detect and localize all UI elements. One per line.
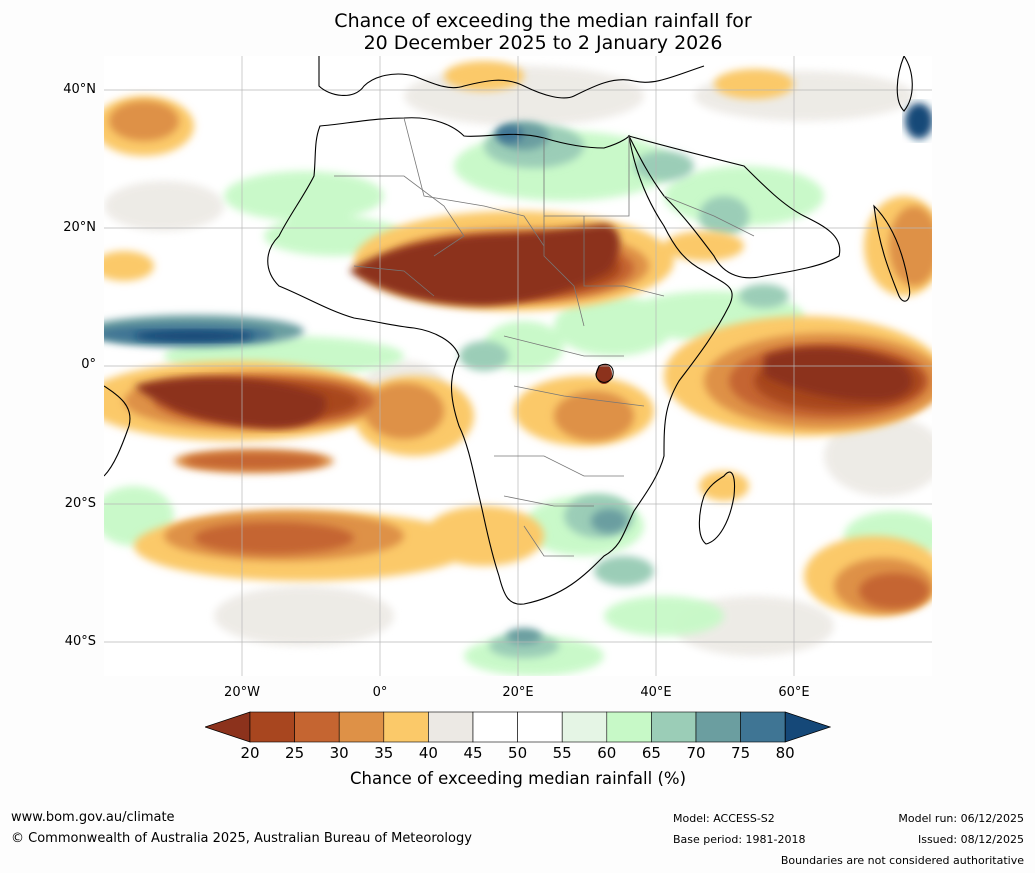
map-title-line-1: Chance of exceeding the median rainfall … bbox=[334, 10, 752, 32]
lon-label-20e: 20°E bbox=[502, 685, 534, 700]
colorbar-tick-55: 55 bbox=[552, 744, 572, 762]
colorbar bbox=[205, 711, 831, 743]
colorbar-bin-55-60 bbox=[561, 711, 608, 743]
colorbar-bin-45-50 bbox=[472, 711, 518, 743]
anomaly-field bbox=[104, 61, 932, 676]
colorbar-tick-40: 40 bbox=[418, 744, 438, 762]
colorbar-tick-70: 70 bbox=[686, 744, 706, 762]
colorbar-bin-70-75 bbox=[695, 711, 741, 743]
copyright-text: © Commonwealth of Australia 2025, Austra… bbox=[11, 831, 472, 846]
colorbar-tick-45: 45 bbox=[463, 744, 483, 762]
colorbar-bin-60-65 bbox=[606, 711, 652, 743]
lat-label-40s: 40°S bbox=[64, 634, 96, 649]
model-name: Model: ACCESS-S2 bbox=[673, 812, 775, 825]
colorbar-tick-35: 35 bbox=[374, 744, 394, 762]
lat-label-20s: 20°S bbox=[64, 496, 96, 511]
colorbar-tick-25: 25 bbox=[285, 744, 305, 762]
colorbar-tick-20: 20 bbox=[240, 744, 260, 762]
map-title-line-2: 20 December 2025 to 2 January 2026 bbox=[363, 32, 723, 54]
colorbar-bin-20-25 bbox=[249, 711, 295, 743]
lon-label-40e: 40°E bbox=[640, 685, 672, 700]
colorbar-bin-40-45 bbox=[428, 711, 474, 743]
coastlines bbox=[104, 56, 913, 605]
colorbar-bin-50-55 bbox=[517, 711, 563, 743]
colorbar-title: Chance of exceeding median rainfall (%) bbox=[349, 769, 687, 788]
model-run-date: Model run: 06/12/2025 bbox=[898, 812, 1024, 825]
colorbar-tick-30: 30 bbox=[329, 744, 349, 762]
colorbar-bin-35-40 bbox=[383, 711, 429, 743]
boundaries-disclaimer: Boundaries are not considered authoritat… bbox=[780, 854, 1024, 867]
website-link[interactable]: www.bom.gov.au/climate bbox=[11, 810, 175, 825]
base-period: Base period: 1981-2018 bbox=[673, 833, 806, 846]
lon-label-20w: 20°W bbox=[224, 685, 260, 700]
colorbar-tick-60: 60 bbox=[597, 744, 617, 762]
colorbar-tick-80: 80 bbox=[775, 744, 795, 762]
map-svg bbox=[104, 56, 932, 676]
colorbar-bin-25-30 bbox=[294, 711, 340, 743]
rainfall-map bbox=[104, 56, 932, 676]
colorbar-bin-30-35 bbox=[338, 711, 385, 743]
country-borders bbox=[334, 117, 755, 557]
colorbar-tick-65: 65 bbox=[641, 744, 661, 762]
lat-label-0: 0° bbox=[81, 357, 96, 372]
lat-label-20n: 20°N bbox=[63, 220, 96, 235]
graticule bbox=[104, 56, 932, 676]
colorbar-bin-75-80 bbox=[740, 711, 786, 743]
lat-label-40n: 40°N bbox=[63, 82, 96, 97]
colorbar-arrow-above bbox=[784, 711, 831, 743]
colorbar-bin-65-70 bbox=[651, 711, 697, 743]
map-title: Chance of exceeding the median rainfall … bbox=[300, 10, 786, 54]
colorbar-tick-50: 50 bbox=[508, 744, 528, 762]
colorbar-tick-75: 75 bbox=[731, 744, 751, 762]
lon-label-60e: 60°E bbox=[778, 685, 810, 700]
issued-date: Issued: 08/12/2025 bbox=[917, 833, 1024, 846]
lon-label-0: 0° bbox=[372, 685, 388, 700]
colorbar-arrow-below bbox=[205, 711, 251, 743]
